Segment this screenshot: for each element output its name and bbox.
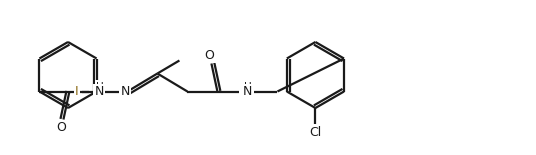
Text: I: I (75, 85, 78, 98)
Text: O: O (56, 121, 66, 134)
Text: Cl: Cl (309, 126, 322, 139)
Text: N: N (95, 85, 104, 98)
Text: H: H (95, 82, 103, 91)
Text: H: H (243, 82, 251, 91)
Text: N: N (121, 85, 130, 98)
Text: N: N (243, 85, 252, 98)
Text: O: O (204, 49, 214, 62)
